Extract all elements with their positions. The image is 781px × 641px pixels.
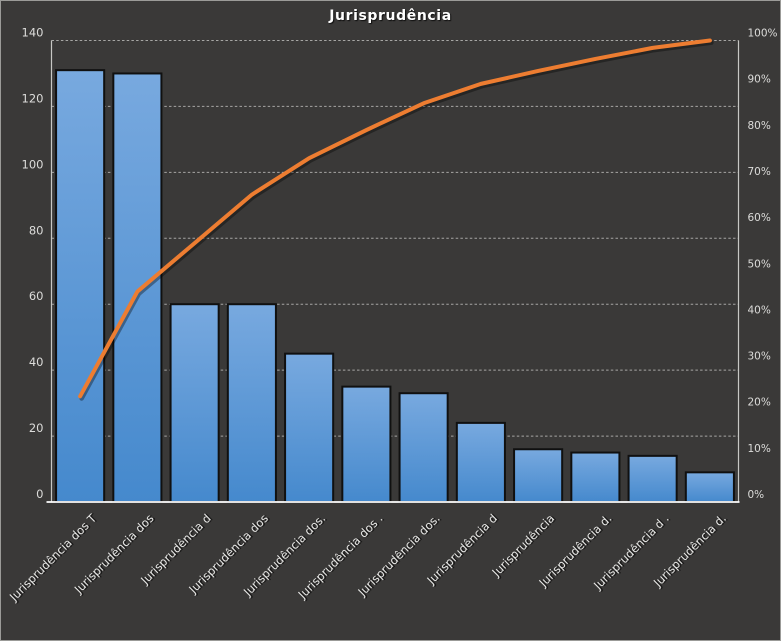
right-tick-50%: 50% — [748, 258, 771, 270]
right-tick-30%: 30% — [748, 351, 771, 363]
left-tick-80: 80 — [29, 223, 44, 237]
bar-12[interactable] — [684, 471, 735, 504]
bar-9[interactable] — [513, 448, 564, 503]
cumulative-line[interactable] — [78, 38, 712, 399]
right-tick-40%: 40% — [748, 304, 771, 316]
left-tick-20: 20 — [29, 421, 44, 435]
right-tick-20%: 20% — [748, 397, 771, 409]
right-tick-90%: 90% — [748, 74, 771, 86]
bar-6[interactable] — [341, 385, 392, 503]
right-tick-100%: 100% — [748, 28, 778, 40]
left-tick-40: 40 — [29, 355, 44, 369]
right-tick-80%: 80% — [748, 120, 771, 132]
left-tick-100: 100 — [22, 157, 44, 171]
right-tick-0%: 0% — [748, 489, 765, 501]
bar-10[interactable] — [570, 451, 621, 503]
bar-8[interactable] — [455, 421, 506, 503]
bar-4[interactable] — [226, 303, 277, 504]
left-tick-140: 140 — [22, 26, 44, 40]
bar-1[interactable] — [55, 69, 106, 504]
chart-title: Jurisprudência — [329, 8, 452, 24]
bar-7[interactable] — [398, 392, 449, 504]
left-tick-120: 120 — [22, 91, 44, 105]
cumulative-line-shadow — [79, 40, 714, 401]
bar-3[interactable] — [169, 303, 220, 504]
right-tick-70%: 70% — [748, 166, 771, 178]
bar-2[interactable] — [112, 72, 163, 503]
right-tick-60%: 60% — [748, 212, 771, 224]
left-tick-60: 60 — [29, 289, 44, 303]
bar-5[interactable] — [284, 352, 335, 503]
right-tick-10%: 10% — [748, 443, 771, 455]
left-tick-0: 0 — [36, 487, 43, 501]
bar-11[interactable] — [627, 454, 678, 504]
